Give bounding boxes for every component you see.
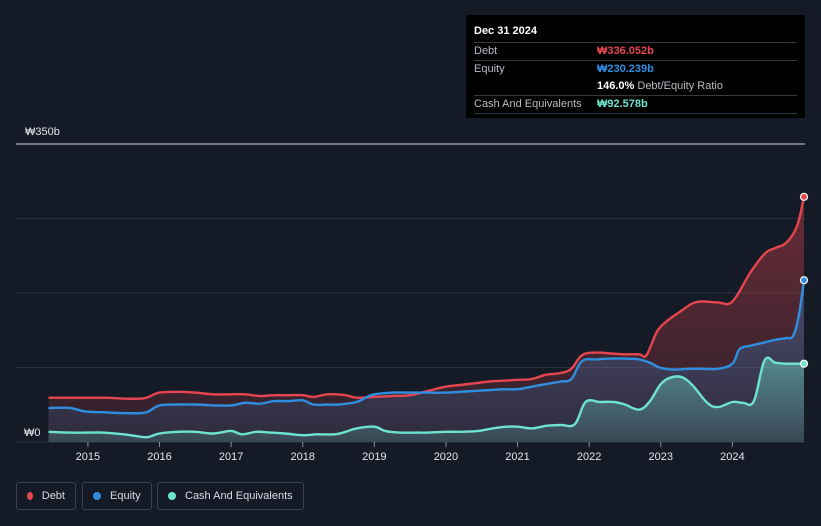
debt-line <box>48 196 806 400</box>
tooltip-row-ratio: 146.0% Debt/Equity Ratio <box>474 78 797 96</box>
x-axis: 2015 2016 2017 2018 2019 2020 2021 2022 2023 2024 <box>76 442 745 463</box>
tooltip-ratio-label: Debt/Equity Ratio <box>637 80 723 92</box>
tooltip-row-cash: Cash And Equivalents ₩92.578b <box>474 96 797 114</box>
cash-area <box>48 357 804 442</box>
x-tick-label: 2016 <box>147 451 171 463</box>
tooltip-debt-label: Debt <box>474 45 498 57</box>
legend-equity-dot <box>93 492 101 500</box>
legend-equity-label: Equity <box>110 490 141 502</box>
tooltip-ratio-value: 146.0% <box>597 80 635 92</box>
x-tick-label: 2018 <box>290 451 314 463</box>
x-tick-label: 2017 <box>219 451 243 463</box>
cash-end-marker <box>799 359 809 368</box>
legend-cash-label: Cash And Equivalents <box>185 490 293 502</box>
x-tick-label: 2015 <box>76 451 100 463</box>
end-markers <box>799 192 809 368</box>
tooltip-equity-label: Equity <box>474 63 505 75</box>
legend-cash[interactable]: Cash And Equivalents <box>157 482 304 510</box>
x-tick-label: 2021 <box>505 451 529 463</box>
equity-end-marker <box>799 276 809 285</box>
tooltip-debt-value: ₩336.052b <box>597 45 654 57</box>
legend-cash-dot <box>168 492 176 500</box>
y-tick-top: ₩350b <box>25 126 60 138</box>
x-tick-label: 2022 <box>577 451 601 463</box>
equity-line <box>48 280 806 415</box>
data-tooltip: Dec 31 2024 Debt ₩336.052b Equity ₩230.2… <box>466 15 805 118</box>
tooltip-equity-value: ₩230.239b <box>597 63 654 75</box>
legend-debt-dot <box>27 492 33 500</box>
debt-end-marker <box>799 192 809 201</box>
tooltip-cash-value: ₩92.578b <box>597 98 648 110</box>
tooltip-row-equity: Equity ₩230.239b <box>474 61 797 78</box>
x-tick-label: 2019 <box>362 451 386 463</box>
legend-debt[interactable]: Debt <box>16 482 76 510</box>
tooltip-row-debt: Debt ₩336.052b <box>474 43 797 61</box>
cash-line <box>48 356 805 439</box>
x-tick-label: 2024 <box>720 451 744 463</box>
legend-equity[interactable]: Equity <box>82 482 152 510</box>
series-lines <box>48 196 806 439</box>
legend-debt-label: Debt <box>41 490 65 502</box>
x-tick-label: 2023 <box>649 451 673 463</box>
x-tick-label: 2020 <box>434 451 458 463</box>
tooltip-date: Dec 31 2024 <box>474 24 797 43</box>
y-tick-zero: ₩0 <box>24 427 41 439</box>
tooltip-cash-label: Cash And Equivalents <box>474 98 582 110</box>
